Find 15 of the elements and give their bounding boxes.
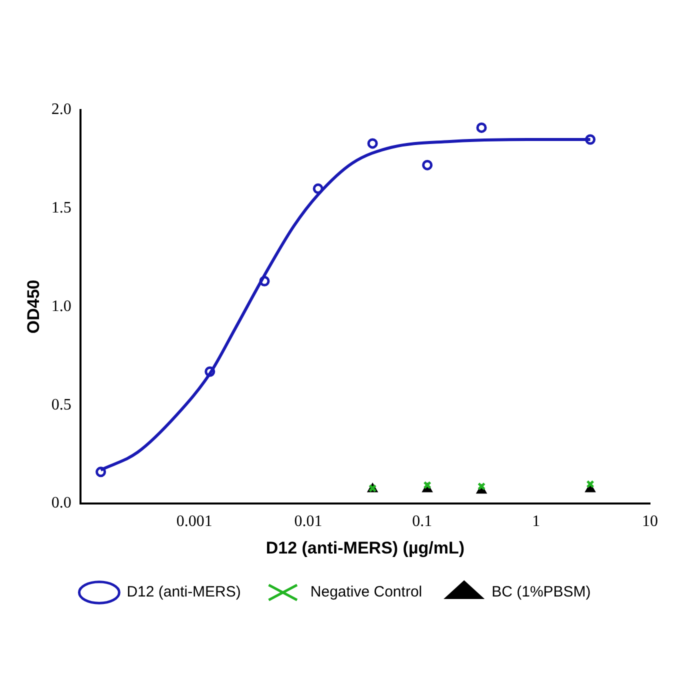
y-tick-label: 1.5: [51, 200, 72, 217]
y-tick-label: 0.5: [51, 396, 72, 414]
x-axis-title: D12 (anti-MERS) (µg/mL): [266, 538, 465, 558]
x-tick-label: 10: [642, 513, 658, 530]
y-axis-title: OD450: [24, 280, 43, 334]
legend-label: BC (1%PBSM): [492, 584, 591, 601]
x-tick-label: 1: [532, 513, 540, 530]
y-tick-label: 2.0: [51, 101, 72, 118]
x-tick-label: 0.1: [412, 513, 432, 530]
y-tick-label: 0.0: [51, 494, 72, 512]
y-tick-label: 1.0: [51, 298, 72, 315]
x-tick-label: 0.01: [294, 513, 322, 530]
legend-label: Negative Control: [310, 584, 422, 601]
x-tick-label: 0.001: [176, 513, 212, 530]
legend-label: D12 (anti-MERS): [126, 584, 241, 601]
